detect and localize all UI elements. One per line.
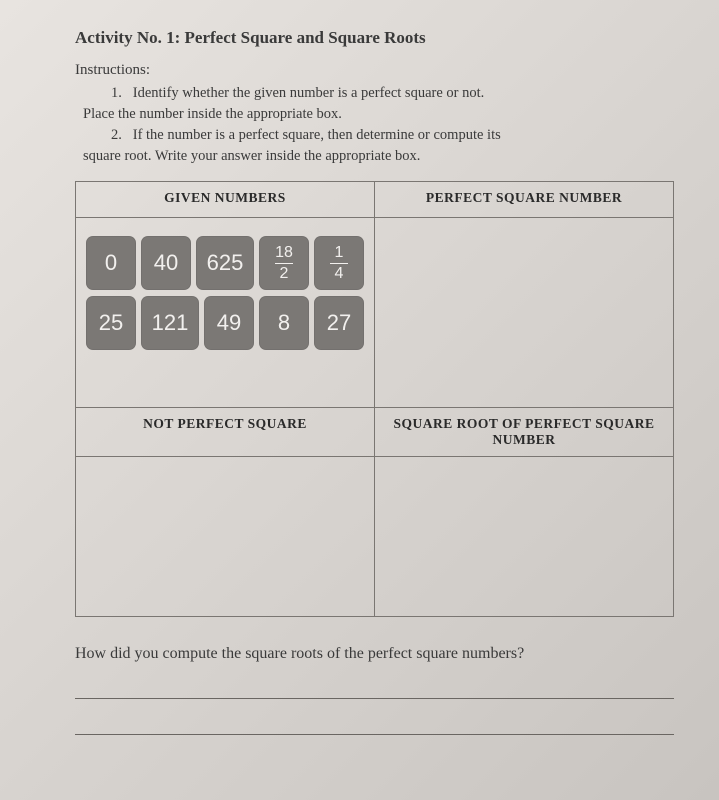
number-tile-fraction: 18 2 bbox=[259, 236, 309, 290]
footer-question: How did you compute the square roots of … bbox=[75, 645, 674, 663]
number-tile-fraction: 1 4 bbox=[314, 236, 364, 290]
instruction-1-line1: 1. Identify whether the given number is … bbox=[83, 83, 674, 104]
instruction-2-line2: square root. Write your answer inside th… bbox=[83, 146, 674, 167]
header-not-perfect: NOT PERFECT SQUARE bbox=[76, 408, 375, 457]
header-given: GIVEN NUMBERS bbox=[76, 182, 375, 218]
answer-line bbox=[75, 673, 674, 699]
sqrt-cell bbox=[375, 457, 674, 617]
number-tile: 121 bbox=[141, 296, 199, 350]
worksheet-table: GIVEN NUMBERS PERFECT SQUARE NUMBER 0 40… bbox=[75, 181, 674, 617]
number-tile: 49 bbox=[204, 296, 254, 350]
fraction-denominator: 4 bbox=[330, 263, 348, 282]
not-perfect-cell bbox=[76, 457, 375, 617]
number-tile: 40 bbox=[141, 236, 191, 290]
fraction-numerator: 18 bbox=[275, 245, 293, 263]
instruction-1-line2: Place the number inside the appropriate … bbox=[83, 104, 674, 125]
given-numbers-cell: 0 40 625 18 2 1 4 bbox=[76, 218, 375, 408]
instruction-2-line1: 2. If the number is a perfect square, th… bbox=[83, 125, 674, 146]
number-tile: 0 bbox=[86, 236, 136, 290]
fraction-denominator: 2 bbox=[275, 263, 293, 282]
number-tile: 625 bbox=[196, 236, 254, 290]
activity-title: Activity No. 1: Perfect Square and Squar… bbox=[75, 28, 674, 48]
number-tile: 27 bbox=[314, 296, 364, 350]
number-tile: 8 bbox=[259, 296, 309, 350]
header-sqrt: SQUARE ROOT OF PERFECT SQUARE NUMBER bbox=[375, 408, 674, 457]
perfect-square-cell bbox=[375, 218, 674, 408]
answer-line bbox=[75, 709, 674, 735]
number-tile: 25 bbox=[86, 296, 136, 350]
tile-row-1: 0 40 625 18 2 1 4 bbox=[86, 236, 364, 290]
header-perfect: PERFECT SQUARE NUMBER bbox=[375, 182, 674, 218]
tile-row-2: 25 121 49 8 27 bbox=[86, 296, 364, 350]
instructions-block: 1. Identify whether the given number is … bbox=[75, 83, 674, 167]
tiles-container: 0 40 625 18 2 1 4 bbox=[86, 236, 364, 350]
instructions-label: Instructions: bbox=[75, 62, 674, 79]
fraction-numerator: 1 bbox=[335, 245, 344, 263]
